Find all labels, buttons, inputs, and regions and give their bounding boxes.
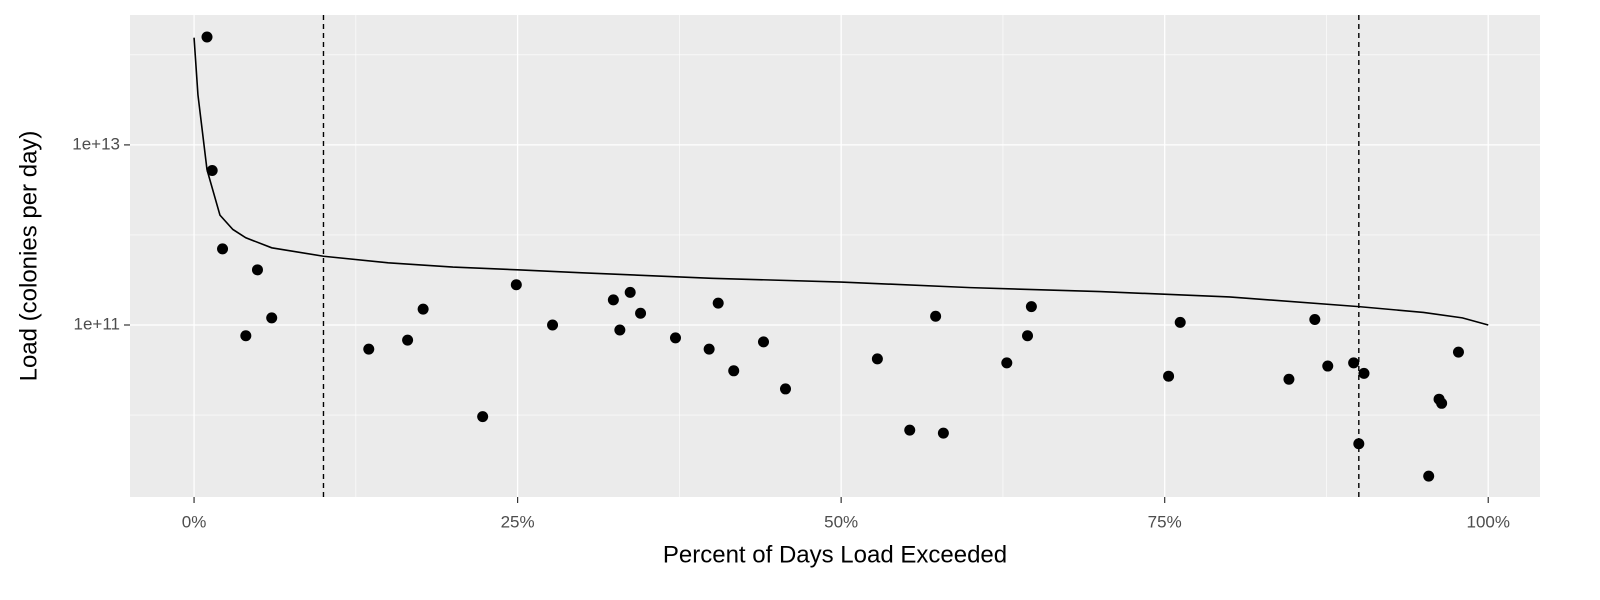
x-axis-title: Percent of Days Load Exceeded xyxy=(663,541,1007,568)
data-point xyxy=(712,297,724,309)
data-point xyxy=(201,31,213,43)
data-point xyxy=(635,307,647,319)
y-axis-title: Load (colonies per day) xyxy=(15,131,42,382)
data-point xyxy=(240,330,252,342)
data-point xyxy=(1423,470,1435,482)
data-point xyxy=(251,264,263,276)
x-tick-label: 75% xyxy=(1148,512,1182,531)
data-point xyxy=(1436,397,1448,409)
data-point xyxy=(417,303,429,315)
data-point xyxy=(1348,357,1360,369)
data-point xyxy=(547,319,559,331)
data-point xyxy=(614,324,626,336)
data-point xyxy=(510,279,522,291)
panel xyxy=(130,15,1540,497)
data-point xyxy=(206,164,218,176)
data-point xyxy=(266,312,278,324)
data-point xyxy=(477,411,489,423)
data-point xyxy=(1174,316,1186,328)
data-point xyxy=(779,383,791,395)
x-tick-label: 50% xyxy=(824,512,858,531)
x-tick-label: 0% xyxy=(182,512,207,531)
data-point xyxy=(402,334,414,346)
data-point xyxy=(624,286,636,298)
data-point xyxy=(871,353,883,365)
data-point xyxy=(937,427,949,439)
data-point xyxy=(1025,301,1037,313)
data-point xyxy=(1163,370,1175,382)
data-point xyxy=(703,343,715,355)
data-point xyxy=(1358,367,1370,379)
x-tick-label: 25% xyxy=(501,512,535,531)
duration-curve xyxy=(193,37,1489,326)
data-point xyxy=(728,365,740,377)
data-point xyxy=(904,424,916,436)
data-point xyxy=(1283,373,1295,385)
data-point xyxy=(607,294,619,306)
data-point xyxy=(1022,330,1034,342)
data-point xyxy=(1322,360,1334,372)
data-point xyxy=(930,310,942,322)
data-point xyxy=(1001,357,1013,369)
data-point xyxy=(757,336,769,348)
x-tick-label: 100% xyxy=(1466,512,1509,531)
y-tick-label: 1e+11 xyxy=(74,314,120,333)
y-tick-label: 1e+13 xyxy=(72,134,120,153)
data-point xyxy=(1353,438,1365,450)
data-point xyxy=(363,343,375,355)
data-point xyxy=(217,243,229,255)
data-point xyxy=(1452,346,1464,358)
data-point xyxy=(669,332,681,344)
data-point xyxy=(1309,314,1321,326)
